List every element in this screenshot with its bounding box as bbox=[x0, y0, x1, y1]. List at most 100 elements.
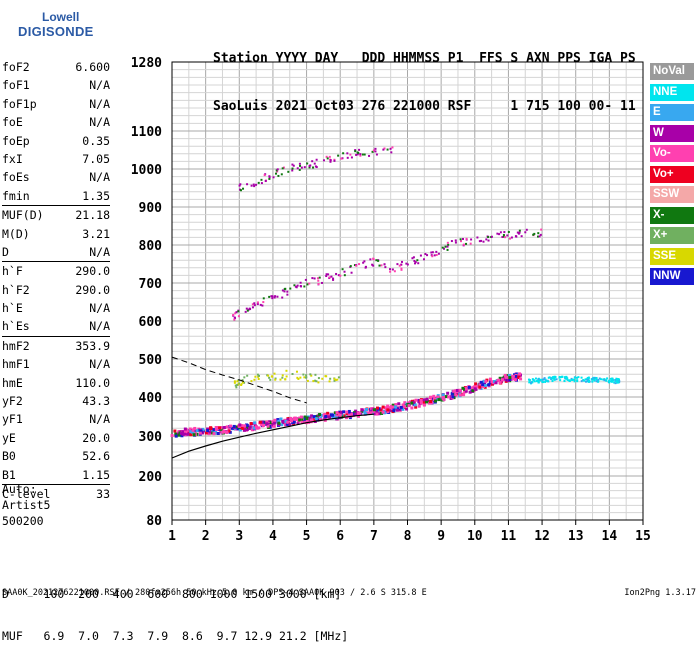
echo-point bbox=[272, 421, 276, 425]
echo-point bbox=[189, 430, 193, 434]
echo-point bbox=[315, 380, 318, 383]
echo-point bbox=[609, 377, 612, 380]
echo-point bbox=[532, 233, 535, 236]
echo-point bbox=[267, 374, 270, 377]
echo-point bbox=[499, 231, 502, 234]
echo-point bbox=[324, 415, 328, 419]
echo-point bbox=[450, 240, 453, 243]
echo-point bbox=[234, 312, 237, 315]
echo-point bbox=[312, 415, 316, 419]
echo-point bbox=[576, 376, 579, 379]
echo-point bbox=[389, 270, 392, 273]
echo-point bbox=[271, 297, 274, 300]
echo-point bbox=[443, 247, 446, 250]
echo-point bbox=[363, 409, 367, 413]
echo-point bbox=[245, 423, 249, 427]
echo-point bbox=[416, 259, 419, 262]
dashed-curve bbox=[171, 356, 307, 404]
echo-point bbox=[201, 427, 205, 431]
echo-point bbox=[245, 307, 248, 310]
echo-point bbox=[373, 412, 377, 416]
echo-point bbox=[308, 165, 311, 168]
echo-point bbox=[235, 311, 238, 314]
echo-point bbox=[414, 398, 418, 402]
param-row: yE 20.0 bbox=[2, 429, 110, 447]
echo-point bbox=[446, 245, 449, 248]
echo-point bbox=[315, 166, 318, 169]
echo-point bbox=[377, 412, 381, 416]
echo-point bbox=[268, 177, 271, 180]
echo-point bbox=[372, 408, 376, 412]
param-value: N/A bbox=[89, 357, 110, 372]
echo-point bbox=[478, 385, 482, 389]
echo-point bbox=[481, 384, 485, 388]
param-name: h`F2 bbox=[2, 282, 30, 297]
echo-point bbox=[265, 422, 269, 426]
echo-point bbox=[298, 162, 301, 165]
echo-point bbox=[425, 397, 429, 401]
param-value: N/A bbox=[89, 319, 110, 334]
echo-point bbox=[372, 258, 375, 261]
echo-point bbox=[317, 381, 320, 384]
echo-point bbox=[482, 379, 486, 383]
echo-point bbox=[335, 272, 338, 275]
echo-point bbox=[541, 380, 544, 383]
echo-point bbox=[281, 376, 284, 379]
x-tick-label: 9 bbox=[437, 529, 445, 544]
echo-point bbox=[254, 375, 257, 378]
echo-point bbox=[614, 382, 617, 385]
echo-point bbox=[473, 387, 477, 391]
echo-point bbox=[381, 410, 385, 414]
echo-point bbox=[459, 238, 462, 241]
echo-point bbox=[248, 307, 251, 310]
echo-point bbox=[343, 274, 346, 277]
param-value: 21.18 bbox=[75, 208, 110, 223]
echo-point bbox=[583, 379, 586, 382]
echo-point bbox=[431, 251, 434, 254]
echo-point bbox=[605, 379, 608, 382]
echo-point bbox=[323, 412, 327, 416]
echo-point bbox=[236, 383, 239, 386]
echo-point bbox=[265, 420, 269, 424]
legend-ssw-entry: SSW bbox=[650, 186, 694, 203]
echo-point bbox=[471, 389, 475, 393]
echo-point bbox=[266, 424, 270, 428]
echo-point bbox=[333, 411, 337, 415]
echo-point bbox=[293, 284, 296, 287]
echo-point bbox=[282, 166, 285, 169]
echo-point bbox=[561, 375, 564, 378]
echo-point bbox=[544, 379, 547, 382]
param-value: 1.15 bbox=[82, 467, 110, 482]
echo-point bbox=[283, 290, 286, 293]
echo-point bbox=[481, 383, 485, 387]
echo-point bbox=[306, 283, 309, 286]
echo-point bbox=[253, 302, 256, 305]
echo-point bbox=[452, 393, 456, 397]
echo-point bbox=[311, 160, 314, 163]
echo-point bbox=[303, 166, 306, 169]
echo-point bbox=[246, 309, 249, 312]
echo-point bbox=[184, 432, 188, 436]
echo-point bbox=[369, 411, 373, 415]
echo-point bbox=[444, 395, 448, 399]
echo-point bbox=[359, 153, 362, 156]
echo-point bbox=[212, 432, 216, 436]
echo-point bbox=[187, 432, 191, 436]
echo-point bbox=[543, 377, 546, 380]
echo-point bbox=[251, 303, 254, 306]
echo-point bbox=[329, 160, 332, 163]
echo-point bbox=[504, 379, 508, 383]
echo-point bbox=[214, 430, 218, 434]
echo-point bbox=[458, 393, 462, 397]
echo-point bbox=[537, 378, 540, 381]
echo-point bbox=[584, 380, 587, 383]
param-name: M(D) bbox=[2, 226, 30, 241]
echo-point bbox=[261, 423, 265, 427]
x-tick-label: 6 bbox=[336, 529, 344, 544]
echo-point bbox=[446, 391, 450, 395]
header-line2: SaoLuis 2021 Oct03 276 221000 RSF 1 715 … bbox=[213, 99, 636, 114]
echo-point bbox=[316, 277, 319, 280]
param-separator bbox=[2, 483, 110, 485]
echo-point bbox=[452, 389, 456, 393]
echo-point bbox=[613, 381, 616, 384]
